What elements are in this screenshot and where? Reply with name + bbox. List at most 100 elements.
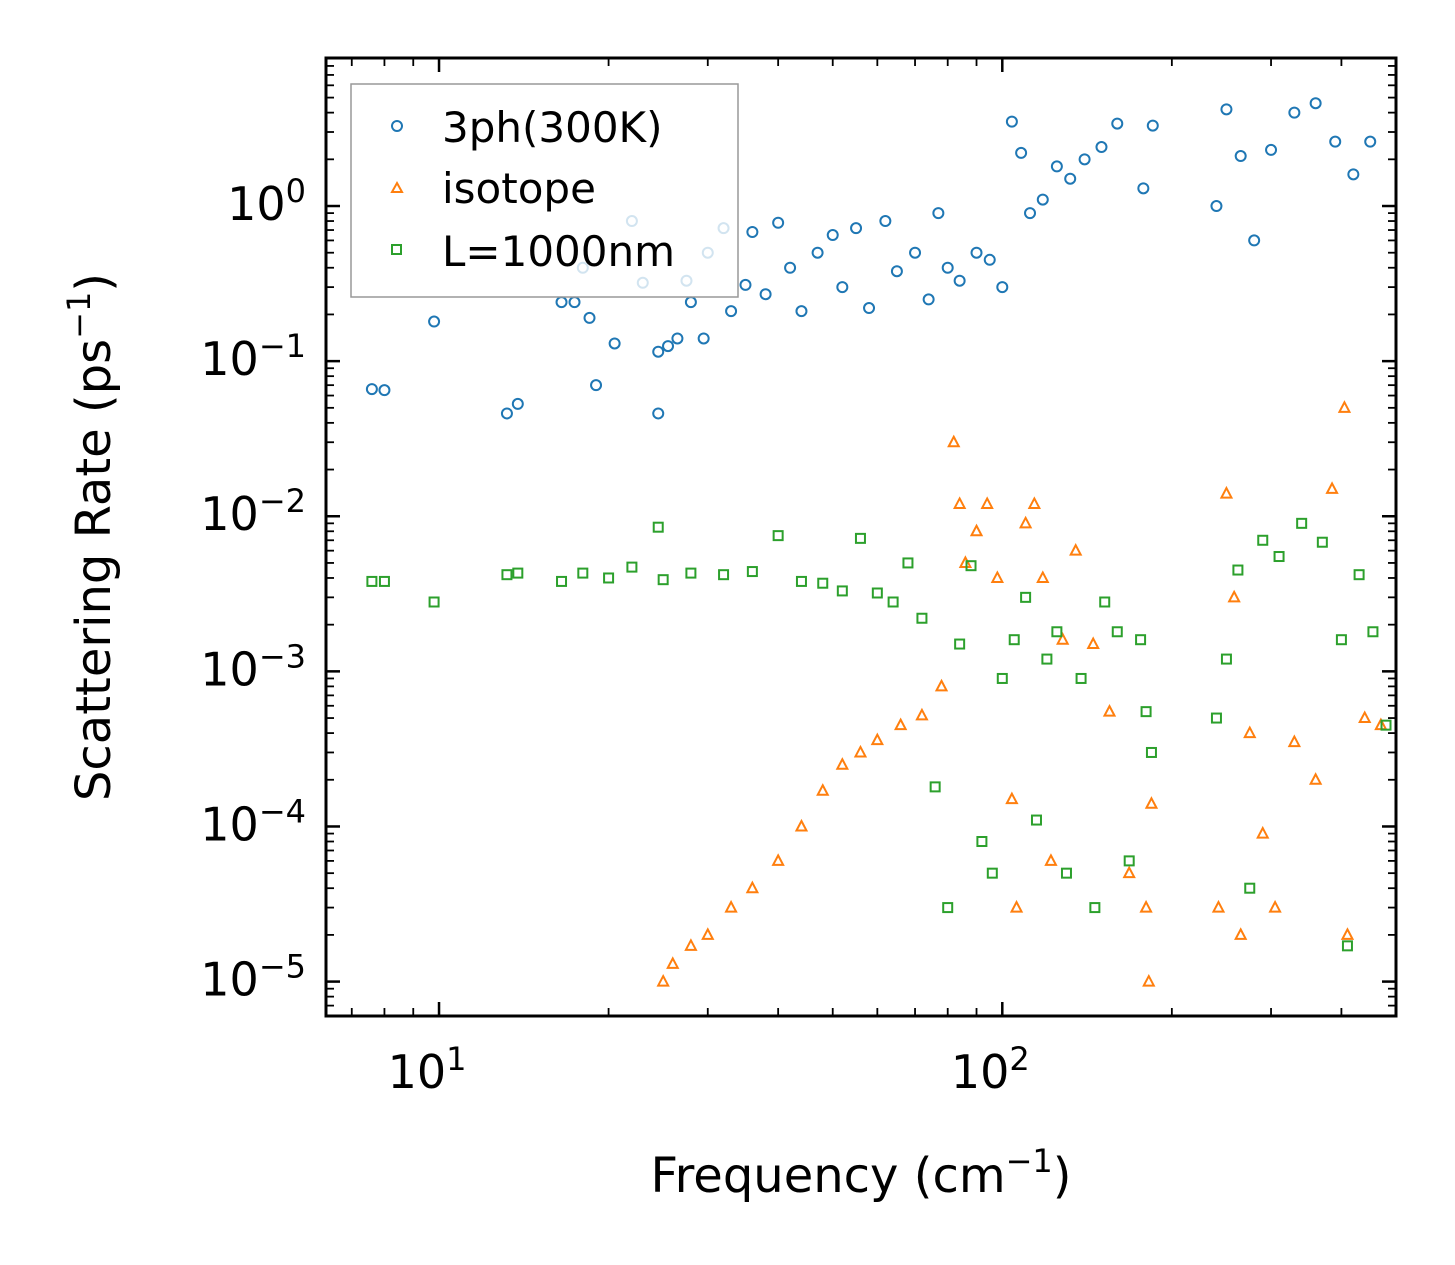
data-point-l-1000nm <box>1232 564 1244 576</box>
data-point-isotope <box>1211 899 1226 913</box>
data-point-3ph-300k <box>890 265 903 278</box>
data-point-isotope <box>853 744 868 758</box>
y-tick-label: 100 <box>227 172 306 231</box>
x-tick-label: 102 <box>951 1040 1030 1099</box>
data-point-isotope <box>1009 899 1024 913</box>
data-point-isotope <box>1069 543 1083 556</box>
data-point-3ph-300k <box>652 407 665 420</box>
legend: 3ph(300K) isotope L=1000nm <box>350 83 739 298</box>
data-point-3ph-300k <box>909 246 922 259</box>
data-point-l-1000nm <box>954 638 966 650</box>
data-point-3ph-300k <box>970 246 983 259</box>
data-point-isotope <box>1308 772 1323 785</box>
data-point-l-1000nm <box>1111 626 1123 638</box>
data-point-isotope <box>745 880 760 894</box>
data-point-3ph-300k <box>590 379 603 392</box>
data-point-3ph-300k <box>378 384 391 397</box>
data-point-l-1000nm <box>1051 626 1063 638</box>
data-point-3ph-300k <box>795 305 808 318</box>
data-point-3ph-300k <box>739 278 752 291</box>
x-tick-label: 101 <box>388 1040 467 1099</box>
data-point-l-1000nm <box>746 566 758 578</box>
data-point-l-1000nm <box>718 569 730 581</box>
data-point-l-1000nm <box>512 567 524 579</box>
data-point-isotope <box>684 938 698 951</box>
data-point-l-1000nm <box>1244 882 1256 894</box>
data-point-3ph-300k <box>1095 141 1108 154</box>
data-point-3ph-300k <box>1137 182 1150 195</box>
y-axis-label: Scattering Rate (ps−1) <box>60 273 122 801</box>
data-point-l-1000nm <box>942 902 954 914</box>
data-point-3ph-300k <box>684 296 697 309</box>
data-point-l-1000nm <box>772 530 784 542</box>
data-point-3ph-300k <box>725 305 738 318</box>
data-point-l-1000nm <box>1030 814 1042 826</box>
data-point-l-1000nm <box>916 612 928 624</box>
data-point-l-1000nm <box>652 521 664 533</box>
data-point-3ph-300k <box>1146 119 1159 132</box>
data-point-3ph-300k <box>500 407 513 420</box>
data-point-3ph-300k <box>983 253 996 266</box>
data-point-isotope <box>1227 589 1241 603</box>
data-point-3ph-300k <box>671 332 684 345</box>
data-point-3ph-300k <box>1220 103 1233 116</box>
data-point-isotope <box>893 717 908 731</box>
data-point-l-1000nm <box>1020 591 1032 603</box>
data-point-3ph-300k <box>1111 117 1124 130</box>
data-point-l-1000nm <box>1210 712 1222 724</box>
data-point-l-1000nm <box>1099 596 1111 608</box>
data-point-isotope <box>1144 796 1159 809</box>
data-point-l-1000nm <box>817 577 829 589</box>
data-point-3ph-300k <box>1364 135 1377 148</box>
data-point-3ph-300k <box>697 332 710 345</box>
data-point-3ph-300k <box>1050 160 1063 173</box>
data-point-isotope <box>1337 400 1352 413</box>
data-point-3ph-300k <box>850 222 863 235</box>
data-point-3ph-300k <box>583 311 596 324</box>
data-point-isotope <box>969 523 984 537</box>
data-point-l-1000nm <box>836 585 848 597</box>
data-point-isotope <box>1122 865 1136 879</box>
legend-label-l1000nm: L=1000nm <box>442 227 675 276</box>
data-point-3ph-300k <box>863 302 876 315</box>
data-point-l-1000nm <box>887 596 899 608</box>
data-point-l-1000nm <box>1145 746 1157 758</box>
data-point-3ph-300k <box>953 274 966 287</box>
data-point-3ph-300k <box>759 288 772 301</box>
data-point-3ph-300k <box>1024 207 1037 220</box>
data-point-isotope <box>1287 734 1302 748</box>
data-point-l-1000nm <box>1041 653 1053 665</box>
data-point-3ph-300k <box>772 216 785 229</box>
legend-marker-3ph <box>391 120 403 132</box>
data-point-3ph-300k <box>941 261 954 274</box>
data-point-l-1000nm <box>501 569 513 581</box>
data-point-l-1000nm <box>1273 551 1285 563</box>
data-point-3ph-300k <box>1036 193 1049 206</box>
data-point-3ph-300k <box>1064 172 1077 185</box>
legend-label-isotope: isotope <box>442 164 596 213</box>
data-point-3ph-300k <box>568 296 581 309</box>
data-point-isotope <box>1243 725 1257 739</box>
y-tick-label: 10−5 <box>200 948 306 1007</box>
data-point-3ph-300k <box>1265 143 1278 156</box>
data-point-3ph-300k <box>1015 146 1028 159</box>
data-point-3ph-300k <box>996 281 1009 294</box>
data-point-isotope <box>816 783 830 796</box>
data-point-3ph-300k <box>879 215 892 228</box>
data-point-isotope <box>870 732 884 746</box>
data-point-3ph-300k <box>365 383 378 396</box>
data-point-isotope <box>666 956 680 969</box>
data-point-l-1000nm <box>902 557 914 569</box>
data-point-isotope <box>1268 899 1282 913</box>
data-point-isotope <box>1234 927 1248 940</box>
data-point-l-1000nm <box>1296 517 1308 529</box>
data-point-isotope <box>934 678 949 692</box>
data-point-isotope <box>1056 632 1070 645</box>
data-point-l-1000nm <box>854 532 866 544</box>
data-point-isotope <box>1044 853 1058 866</box>
y-tick-label: 10−1 <box>200 327 306 386</box>
data-point-3ph-300k <box>662 340 675 353</box>
data-point-isotope <box>1027 496 1042 509</box>
data-point-isotope <box>656 973 670 987</box>
